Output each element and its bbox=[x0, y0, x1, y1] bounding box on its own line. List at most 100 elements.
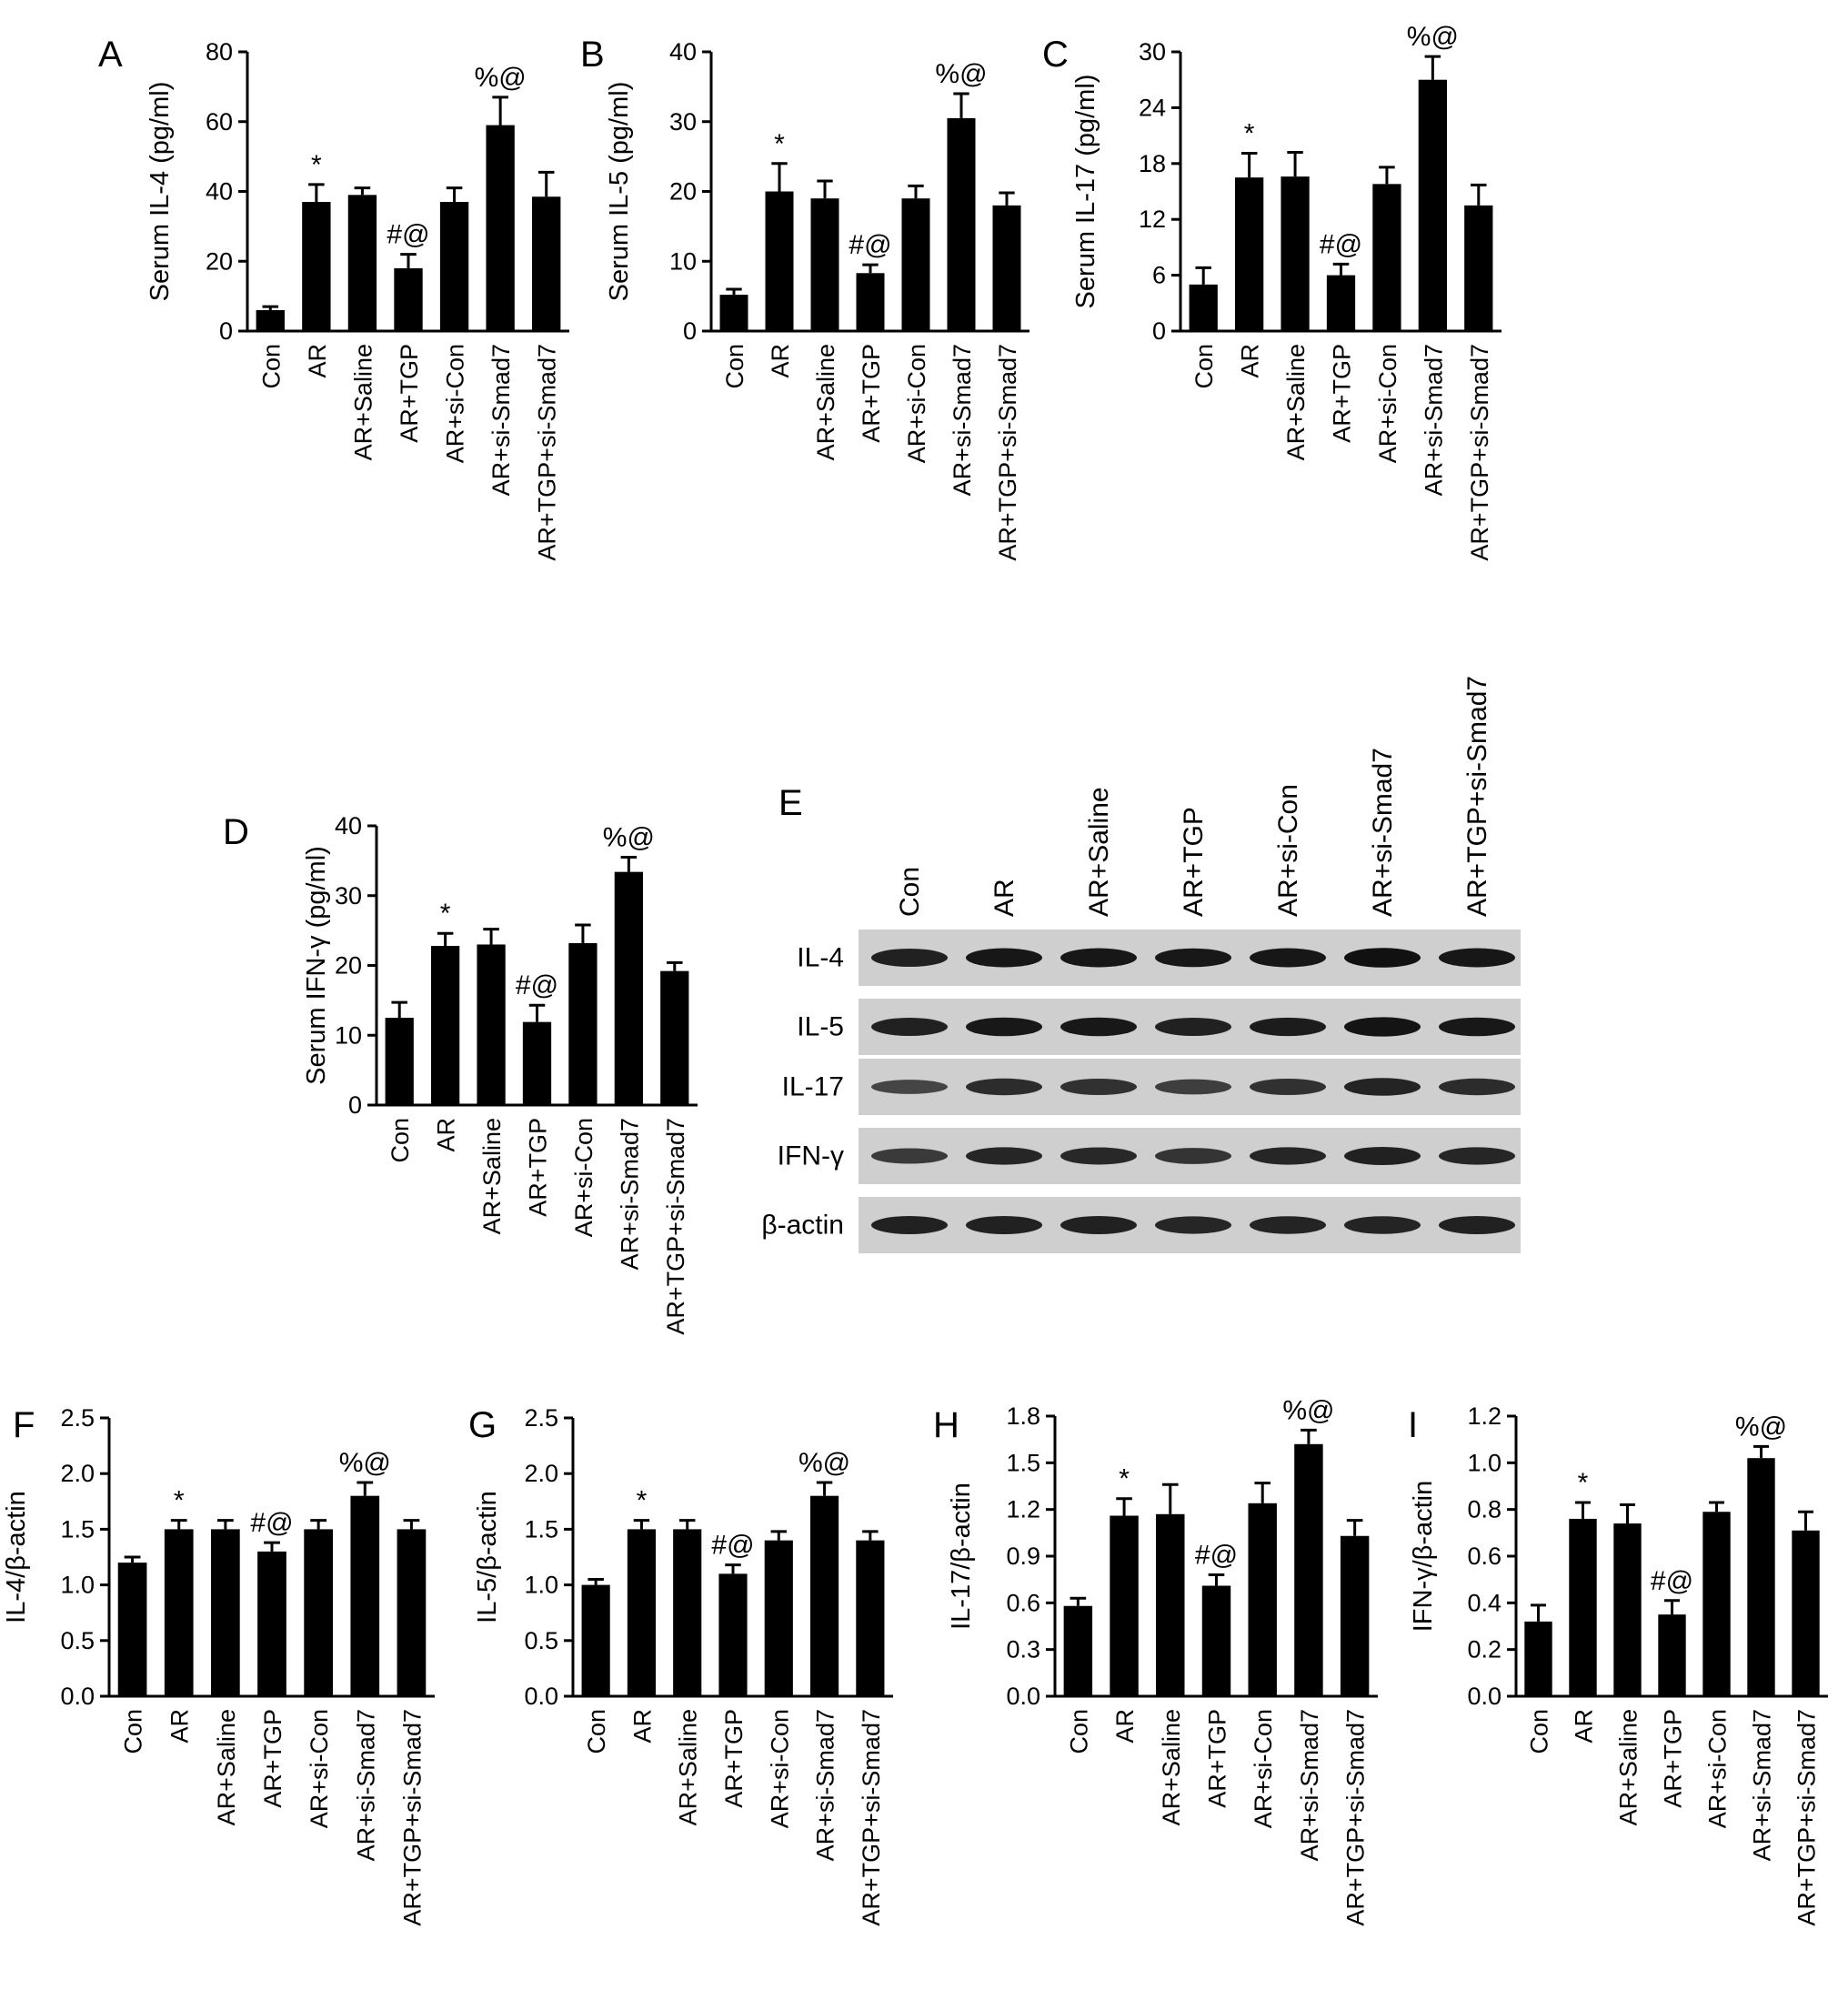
blot-band bbox=[1155, 1018, 1231, 1036]
blot-band bbox=[1439, 948, 1515, 968]
bar-6 bbox=[1792, 1530, 1820, 1696]
chart-i: I 0.0 0.2 0.4 0.6 0.8 1.0 1.2 IFN-γ/β-actin Con * A… bbox=[1408, 1402, 1828, 1926]
bar-1 bbox=[1569, 1518, 1597, 1696]
category-label: Con bbox=[120, 1709, 147, 1754]
significance-mark: #@ bbox=[387, 220, 429, 250]
bar-3 bbox=[1326, 275, 1356, 331]
significance-mark: %@ bbox=[798, 1448, 850, 1478]
significance-mark: #@ bbox=[849, 230, 891, 260]
bar-5 bbox=[614, 871, 643, 1105]
category-label: AR+Saline bbox=[1615, 1709, 1642, 1825]
bar-2 bbox=[347, 195, 377, 331]
category-label: AR+TGP+si-Smad7 bbox=[398, 1709, 426, 1926]
significance-mark: #@ bbox=[516, 970, 558, 1000]
category-label: Con bbox=[721, 344, 748, 389]
category-label: AR+si-Smad7 bbox=[352, 1709, 379, 1861]
category-label: AR bbox=[433, 1118, 460, 1152]
category-label: AR bbox=[166, 1709, 194, 1744]
lane-label: AR+TGP bbox=[1179, 807, 1209, 917]
y-tick-label: 1.8 bbox=[1006, 1402, 1040, 1430]
bar-6 bbox=[1464, 205, 1493, 331]
y-tick-label: 30 bbox=[669, 108, 697, 136]
y-tick-label: 30 bbox=[335, 882, 362, 910]
category-label: AR+TGP+si-Smad7 bbox=[534, 344, 561, 561]
bar-6 bbox=[1340, 1535, 1370, 1696]
panel-letter: B bbox=[580, 35, 605, 75]
chart-b: B 0 10 20 30 40 Serum IL-5 (pg/ml) Con * AR AR+Sal… bbox=[580, 35, 1029, 561]
y-tick-label: 0.5 bbox=[60, 1627, 95, 1654]
bar-3 bbox=[856, 273, 885, 331]
blot-band bbox=[1060, 1216, 1137, 1234]
category-label: AR+Saline bbox=[1158, 1709, 1185, 1825]
category-label: AR+si-Smad7 bbox=[1749, 1709, 1776, 1861]
panel-letter: D bbox=[223, 812, 249, 852]
blot-band bbox=[871, 1216, 948, 1234]
bar-2 bbox=[1613, 1523, 1642, 1696]
significance-mark: * bbox=[1244, 119, 1255, 149]
y-tick-label: 0.0 bbox=[524, 1683, 558, 1710]
blot-band bbox=[1250, 1216, 1326, 1234]
category-label: AR bbox=[1111, 1709, 1139, 1744]
significance-mark: * bbox=[311, 150, 322, 180]
y-tick-label: 0.8 bbox=[1467, 1496, 1502, 1523]
category-label: AR+si-Con bbox=[442, 344, 469, 463]
blot-band bbox=[1060, 1017, 1137, 1037]
bar-3 bbox=[522, 1021, 552, 1105]
bar-3 bbox=[1658, 1614, 1686, 1696]
bar-6 bbox=[397, 1529, 427, 1696]
bar-0 bbox=[1063, 1605, 1093, 1696]
significance-mark: * bbox=[440, 899, 451, 929]
y-tick-label: 40 bbox=[335, 812, 362, 839]
bar-4 bbox=[901, 198, 930, 331]
category-label: AR+si-Con bbox=[1704, 1709, 1732, 1828]
significance-mark: * bbox=[1119, 1464, 1130, 1494]
blot-band bbox=[871, 1018, 948, 1036]
y-tick-label: 20 bbox=[206, 247, 233, 275]
bar-2 bbox=[477, 944, 506, 1105]
bar-4 bbox=[1248, 1503, 1277, 1696]
bar-0 bbox=[719, 295, 748, 331]
bar-5 bbox=[486, 125, 515, 331]
category-label: AR+Saline bbox=[675, 1709, 702, 1825]
bar-5 bbox=[809, 1495, 839, 1696]
category-label: AR+TGP+si-Smad7 bbox=[1466, 344, 1493, 561]
bar-5 bbox=[947, 117, 976, 331]
chart-g: G 0.0 0.5 1.0 1.5 2.0 2.5 IL-5/β-actin Con * AR AR+… bbox=[468, 1404, 893, 1926]
category-label: AR+Saline bbox=[812, 344, 839, 460]
y-tick-label: 18 bbox=[1139, 150, 1166, 177]
category-label: AR+si-Smad7 bbox=[1296, 1709, 1323, 1861]
category-label: AR bbox=[628, 1709, 656, 1744]
panel-letter: C bbox=[1042, 35, 1069, 75]
category-label: AR bbox=[1571, 1709, 1598, 1744]
bar-4 bbox=[439, 202, 469, 331]
chart-a: A 0 20 40 60 80 Serum IL-4 (pg/ml) Con * AR AR+Sal… bbox=[98, 35, 569, 561]
blot-band bbox=[1060, 1078, 1137, 1096]
category-label: AR+si-Smad7 bbox=[616, 1118, 643, 1270]
y-tick-label: 1.0 bbox=[1467, 1449, 1502, 1476]
category-label: AR+TGP bbox=[396, 344, 423, 443]
bar-3 bbox=[1201, 1585, 1231, 1696]
y-tick-label: 2.5 bbox=[524, 1404, 558, 1432]
blot-band bbox=[966, 948, 1042, 968]
bar-1 bbox=[1235, 177, 1264, 331]
blot-band bbox=[871, 949, 948, 967]
y-tick-label: 0.0 bbox=[1467, 1683, 1502, 1710]
category-label: AR+Saline bbox=[478, 1118, 506, 1234]
bar-4 bbox=[568, 942, 598, 1105]
y-tick-label: 40 bbox=[669, 38, 697, 65]
blot-band bbox=[1250, 1147, 1326, 1165]
blot-band bbox=[1250, 1017, 1326, 1037]
y-tick-label: 2.0 bbox=[60, 1460, 95, 1487]
blot-band bbox=[1344, 1216, 1421, 1234]
panel-letter: F bbox=[13, 1405, 35, 1445]
y-tick-label: 2.5 bbox=[60, 1404, 95, 1432]
y-tick-label: 0.2 bbox=[1467, 1636, 1502, 1663]
category-label: AR+TGP bbox=[720, 1709, 748, 1808]
significance-mark: * bbox=[174, 1486, 185, 1516]
category-label: AR+TGP+si-Smad7 bbox=[1793, 1709, 1821, 1926]
bar-6 bbox=[660, 970, 689, 1105]
significance-mark: %@ bbox=[935, 59, 987, 89]
panel-letter: I bbox=[1408, 1405, 1418, 1445]
category-label: AR+TGP bbox=[1329, 344, 1356, 443]
row-label: IFN-γ bbox=[778, 1141, 844, 1171]
